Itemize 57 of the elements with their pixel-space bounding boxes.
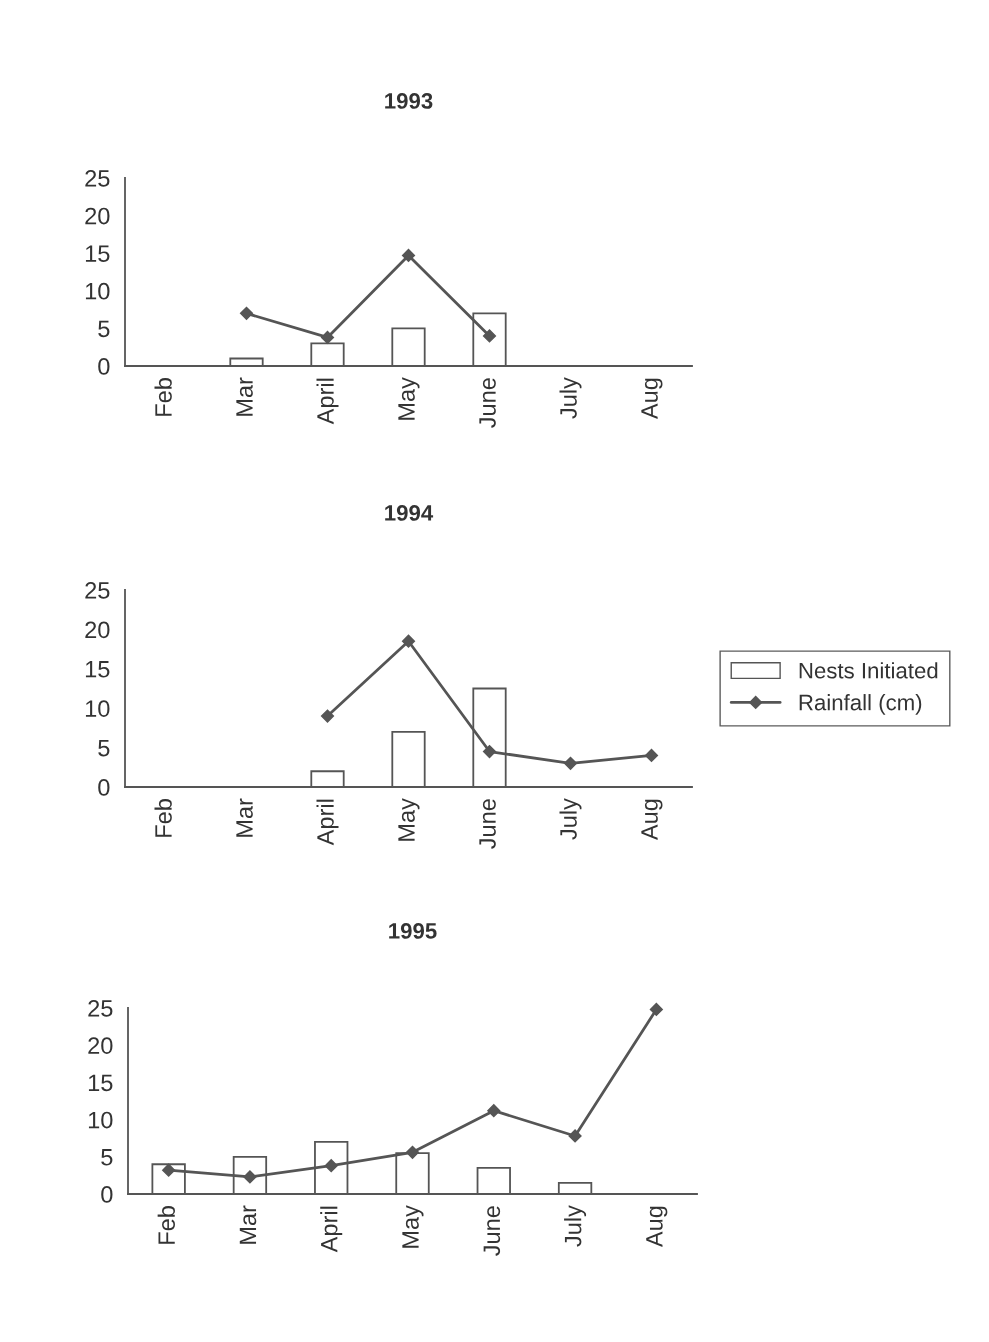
y-tick-label: 5: [101, 1149, 113, 1166]
x-tick-label: Aug: [641, 378, 663, 420]
x-tick-label: June: [479, 799, 496, 849]
x-tick-label: April: [316, 378, 339, 425]
x-tick-label: June: [483, 1206, 501, 1256]
chart-title: 1994: [385, 505, 434, 521]
x-tick-label: May: [398, 798, 420, 841]
point: [405, 1145, 420, 1159]
y-tick-label: 5: [98, 739, 110, 757]
y-tick-label: 25: [85, 582, 110, 599]
y-tick-label: 0: [98, 358, 110, 375]
y-tick-label: 20: [85, 621, 110, 639]
point: [568, 1129, 582, 1143]
x-tick-label: July: [564, 1205, 587, 1247]
y-tick-label: 10: [85, 282, 110, 300]
x-tick-label: Aug: [646, 1206, 668, 1248]
chart-title: 1993: [385, 93, 433, 109]
legend-label: Nests Initiated: [799, 662, 938, 679]
x-tick-label: July: [559, 798, 582, 840]
x-tick-label: April: [320, 1206, 343, 1253]
point: [320, 330, 335, 345]
x-tick-label: Feb: [154, 799, 172, 837]
x-tick-label: April: [316, 799, 339, 846]
y-tick-label: 10: [88, 1111, 113, 1129]
point: [401, 634, 416, 648]
point: [320, 709, 335, 723]
y-tick-label: 0: [101, 1186, 113, 1203]
x-tick-label: Aug: [641, 799, 663, 841]
y-tick-label: 25: [88, 1000, 113, 1017]
chart-title: 1995: [389, 923, 437, 939]
y-tick-label: 15: [88, 1074, 113, 1092]
x-tick-label: July: [559, 377, 582, 419]
point: [649, 1002, 663, 1017]
x-tick-label: Mar: [236, 377, 253, 416]
point: [239, 306, 254, 320]
x-tick-label: Feb: [154, 378, 172, 416]
x-tick-label: June: [479, 378, 496, 428]
y-tick-label: 15: [85, 245, 110, 262]
point: [487, 1104, 501, 1118]
y-tick-label: 20: [88, 1037, 113, 1054]
x-tick-label: May: [398, 377, 420, 420]
y-tick-label: 25: [85, 170, 110, 187]
y-tick-label: 0: [98, 779, 110, 796]
y-tick-label: 5: [98, 320, 110, 338]
point: [482, 744, 497, 759]
y-tick-label: 15: [85, 661, 110, 678]
x-tick-label: Mar: [239, 1205, 257, 1244]
x-tick-label: Feb: [157, 1206, 175, 1244]
point: [162, 1163, 176, 1177]
point: [563, 756, 578, 770]
y-tick-label: 20: [85, 207, 110, 225]
x-tick-label: May: [402, 1205, 424, 1248]
point: [401, 248, 416, 263]
y-tick-label: 10: [85, 700, 110, 717]
legend-label: Rainfall (cm): [799, 694, 922, 715]
x-tick-label: Mar: [236, 798, 253, 837]
point: [644, 748, 659, 763]
